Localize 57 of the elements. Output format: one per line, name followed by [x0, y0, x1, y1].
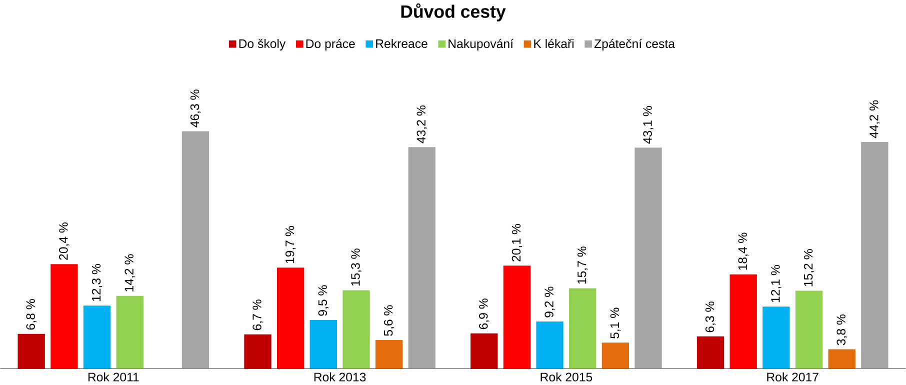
data-label: 14,2 %: [124, 254, 135, 292]
data-label: 20,1 %: [512, 224, 522, 262]
bar: [18, 334, 45, 369]
x-tick-label: Rok 2015: [540, 372, 592, 382]
data-label: 20,4 %: [59, 222, 70, 260]
data-label: 6,7 %: [252, 300, 263, 330]
data-label: 6,8 %: [26, 299, 36, 330]
bar: [503, 266, 531, 369]
data-label: 43,2 %: [416, 106, 427, 144]
legend-label: Zpáteční cesta: [594, 38, 675, 51]
bar: [828, 349, 856, 369]
data-label: 18,4 %: [738, 232, 748, 270]
data-label: 44,2 %: [870, 100, 880, 138]
x-tick-label: Rok 2013: [314, 372, 366, 382]
bar: [310, 320, 337, 369]
data-label: 12,3 %: [92, 264, 102, 302]
bar: [375, 340, 403, 369]
data-label: 6,9 %: [479, 298, 490, 330]
bar: [116, 296, 144, 369]
bar: [536, 322, 564, 369]
bar: [470, 333, 498, 369]
bar: [182, 131, 210, 369]
bar: [795, 290, 823, 369]
legend-label: Do školy: [239, 38, 286, 51]
bar: [244, 334, 272, 369]
data-label: 5,1 %: [610, 308, 621, 338]
bar: [408, 147, 436, 369]
data-label: 15,7 %: [578, 246, 588, 284]
data-label: 5,6 %: [384, 305, 394, 336]
bar: [276, 268, 304, 369]
bar: [569, 288, 596, 369]
bar: [602, 342, 630, 369]
data-label: 6,3 %: [705, 302, 716, 332]
bar: [634, 148, 662, 369]
data-label: 9,5 %: [318, 285, 328, 316]
x-tick-label: Rok 2011: [88, 372, 139, 382]
bar: [696, 336, 724, 369]
legend-label: Do práce: [306, 38, 355, 51]
data-label: 19,7 %: [285, 226, 296, 264]
bar: [730, 274, 757, 369]
legend-label: K lékaři: [534, 38, 574, 48]
data-label: 43,1 %: [643, 106, 654, 144]
data-label: 15,3 %: [351, 248, 362, 286]
data-label: 9,2 %: [544, 286, 555, 318]
data-label: 46,3 %: [190, 90, 201, 128]
bar: [762, 306, 790, 369]
x-tick-label: Rok 2017: [767, 372, 818, 382]
chart-title: Důvod cesty: [401, 3, 506, 22]
data-label: 12,1 %: [771, 265, 782, 302]
bar: [861, 142, 888, 369]
bar: [50, 264, 78, 369]
bar: [342, 290, 370, 369]
legend-label: Nakupování: [448, 38, 514, 51]
bar: [83, 306, 111, 369]
legend-label: Rekreace: [376, 39, 428, 48]
data-label: 15,2 %: [804, 249, 814, 286]
data-label: 3,8 %: [836, 314, 847, 346]
